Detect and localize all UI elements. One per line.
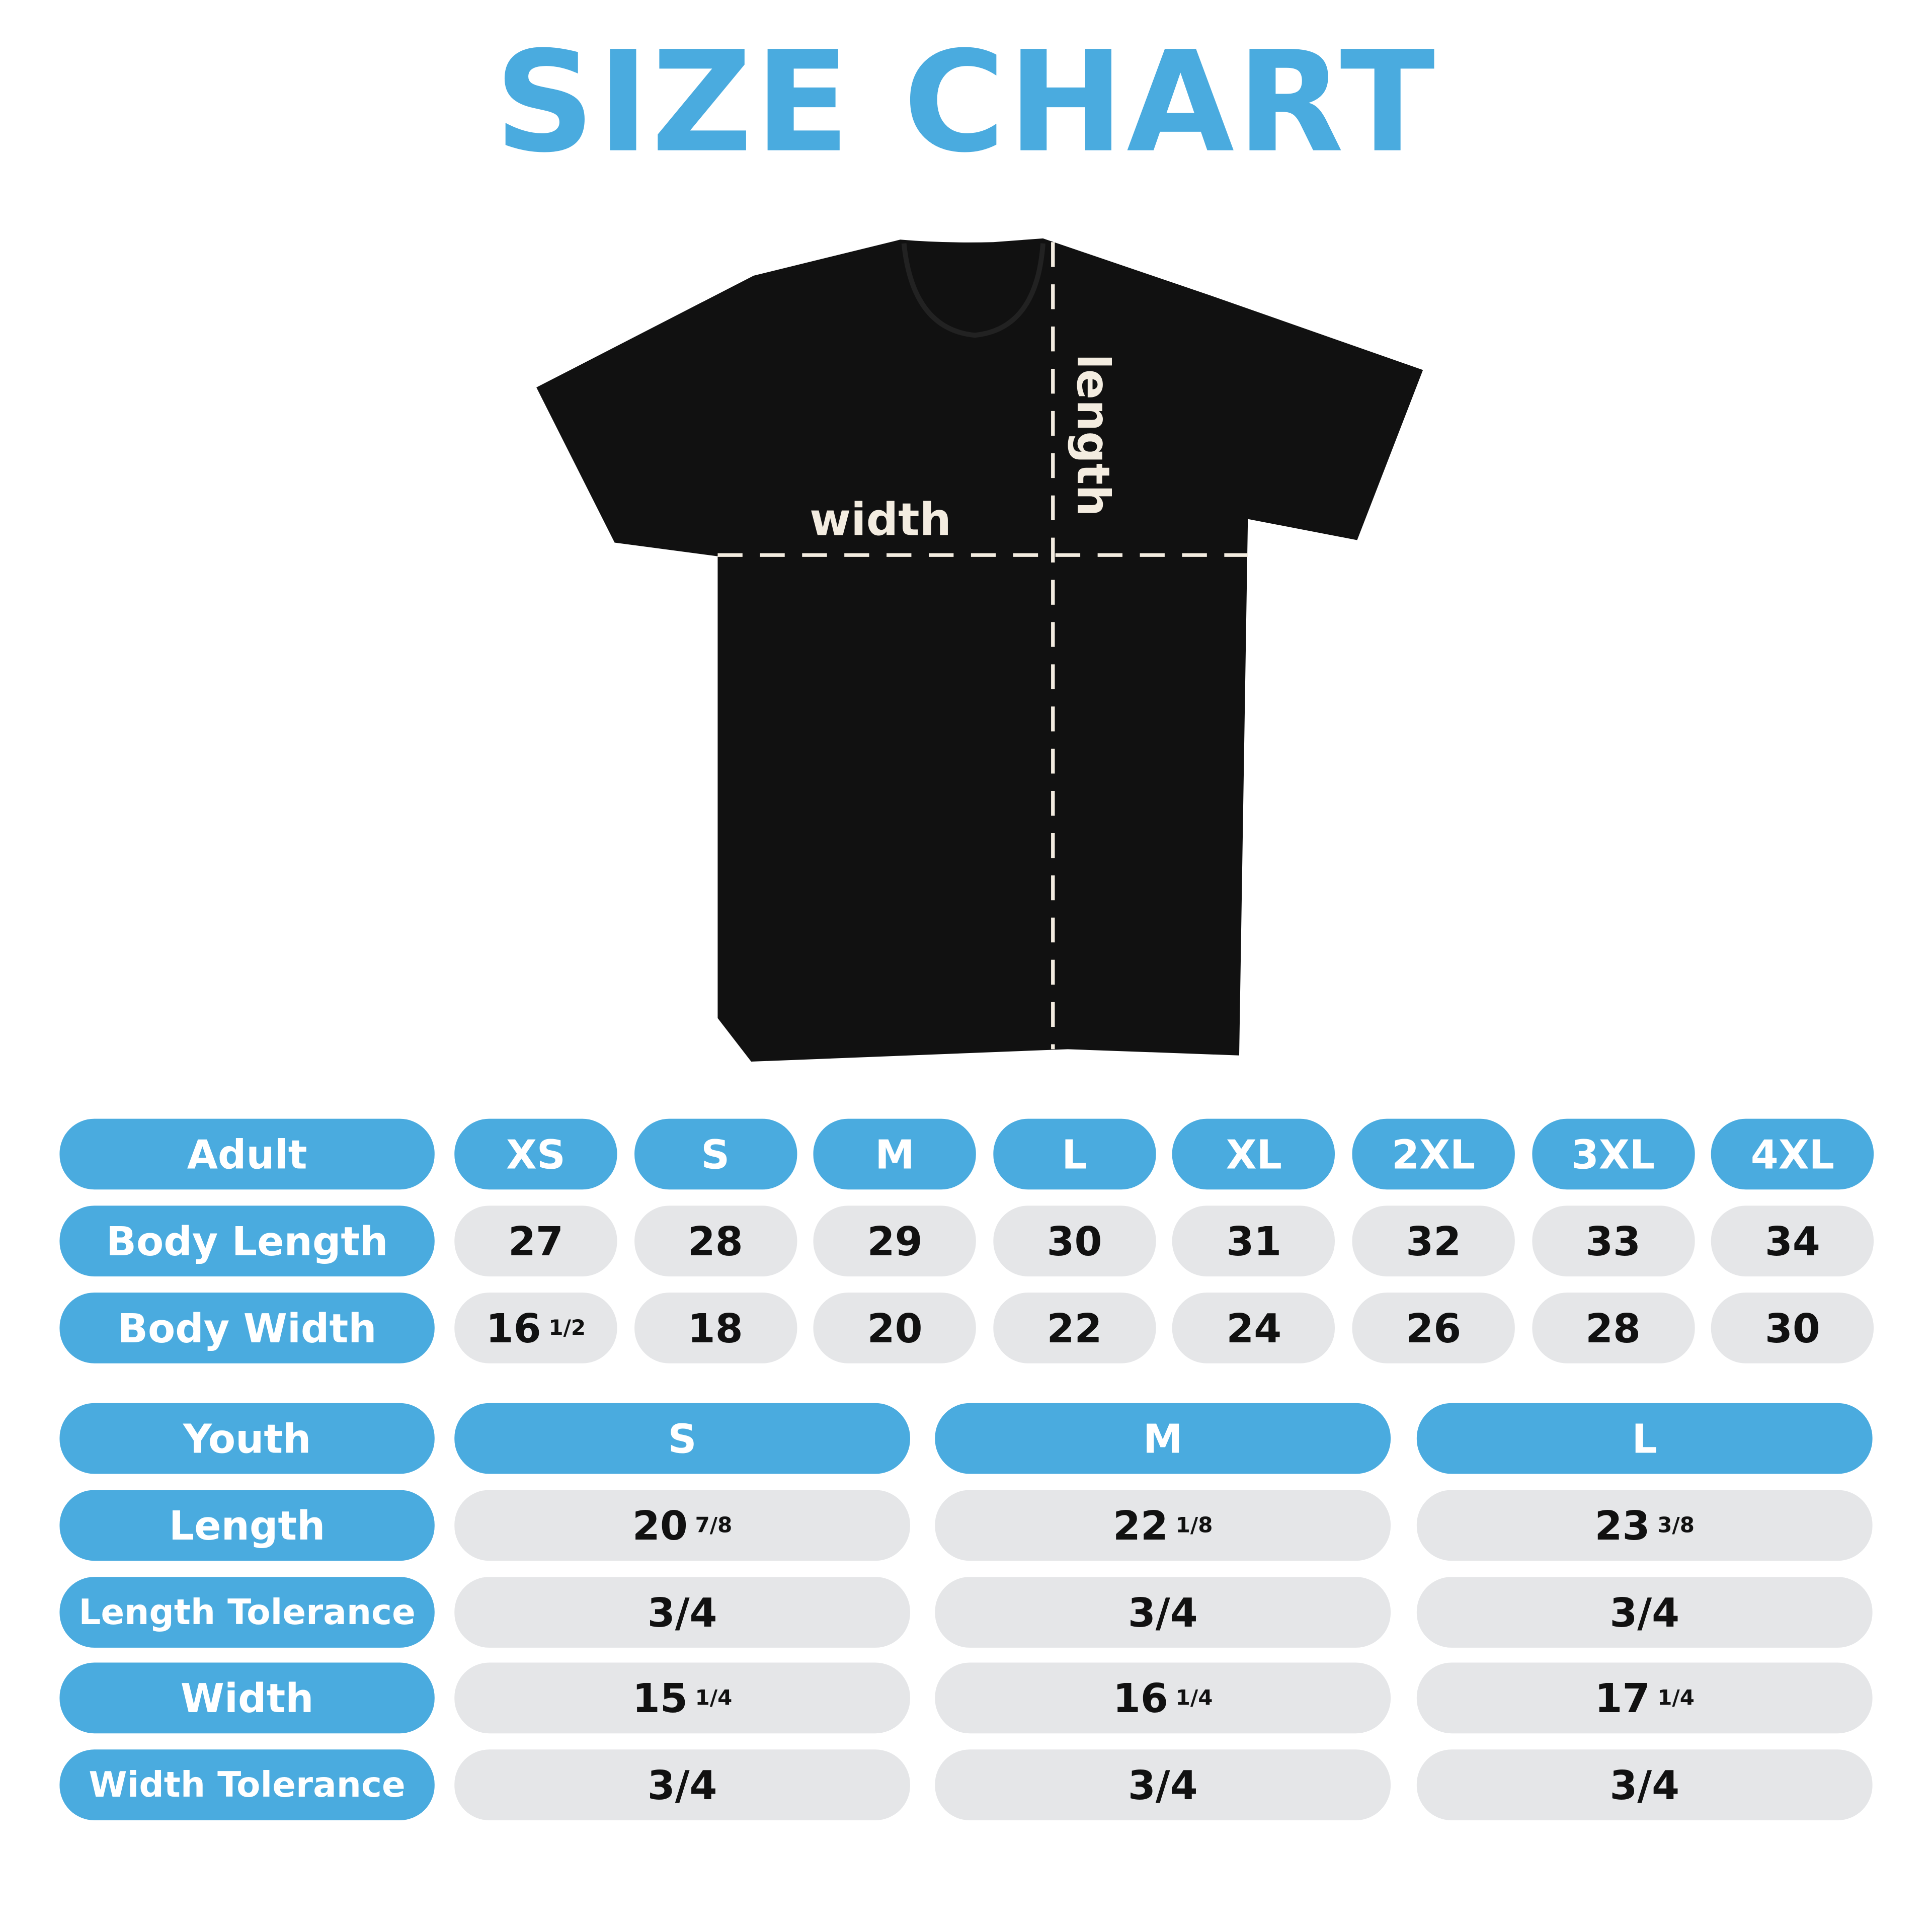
cell-value: 3/4 — [647, 1761, 717, 1809]
cell-value: 20 — [632, 1501, 688, 1549]
cell-value: 34 — [1764, 1217, 1820, 1265]
table-cell: 29 — [813, 1205, 977, 1277]
table-cell: 23 3/8 — [1416, 1490, 1873, 1561]
cell-value: 32 — [1406, 1217, 1462, 1265]
table-cell: 22 1/8 — [935, 1490, 1391, 1561]
row-label: Width Tolerance — [59, 1749, 435, 1820]
table-cell: 15 1/4 — [454, 1662, 910, 1734]
cell-value: 31 — [1226, 1217, 1282, 1265]
table-cell: 3/4 — [454, 1577, 910, 1648]
row-label: Length — [59, 1490, 435, 1561]
cell-value: 33 — [1585, 1217, 1641, 1265]
cell-value: 30 — [1046, 1217, 1102, 1265]
table-cell: 28 — [634, 1205, 797, 1277]
table-cell: 20 7/8 — [454, 1490, 910, 1561]
youth-size-header: S — [454, 1403, 910, 1474]
cell-fraction: 1/4 — [1657, 1685, 1695, 1711]
cell-value: 16 — [1112, 1674, 1168, 1722]
table-cell: 16 1/4 — [935, 1662, 1391, 1734]
adult-size-header: 2XL — [1352, 1118, 1515, 1190]
table-cell: 26 — [1352, 1293, 1515, 1363]
table-cell: 3/4 — [1416, 1749, 1873, 1820]
table-cell: 16 1/2 — [454, 1293, 617, 1363]
cell-value: 3/4 — [1609, 1588, 1680, 1636]
cell-fraction: 1/4 — [695, 1685, 733, 1711]
row-label: Length Tolerance — [59, 1577, 435, 1648]
adult-size-header: XS — [454, 1118, 617, 1190]
cell-value: 22 — [1046, 1304, 1102, 1352]
table-cell: 32 — [1352, 1205, 1515, 1277]
tshirt-shape — [536, 238, 1423, 1062]
cell-value: 15 — [632, 1674, 688, 1722]
cell-value: 30 — [1764, 1304, 1820, 1352]
cell-fraction: 1/2 — [548, 1315, 586, 1341]
table-cell: 18 — [634, 1293, 797, 1363]
cell-value: 20 — [867, 1304, 923, 1352]
table-cell: 3/4 — [935, 1577, 1391, 1648]
cell-value: 26 — [1406, 1304, 1462, 1352]
row-label: Width — [59, 1662, 435, 1734]
cell-fraction: 1/8 — [1175, 1513, 1213, 1538]
table-cell: 3/4 — [935, 1749, 1391, 1820]
cell-value: 29 — [867, 1217, 923, 1265]
row-label: Body Length — [59, 1205, 435, 1277]
page-title: SIZE CHART — [495, 22, 1437, 184]
table-cell: 3/4 — [1416, 1577, 1873, 1648]
table-cell: 34 — [1711, 1205, 1874, 1277]
adult-size-header: S — [634, 1118, 797, 1190]
cell-value: 27 — [508, 1217, 564, 1265]
cell-value: 16 — [486, 1304, 541, 1352]
length-label: length — [1067, 354, 1119, 516]
cell-value: 3/4 — [1128, 1588, 1198, 1636]
table-cell: 27 — [454, 1205, 617, 1277]
table-cell: 28 — [1532, 1293, 1695, 1363]
tshirt-collar — [901, 243, 1045, 338]
table-cell: 30 — [993, 1205, 1156, 1277]
youth-size-header: M — [935, 1403, 1391, 1474]
tshirt-diagram: width length — [536, 238, 1423, 1062]
adult-size-header: M — [813, 1118, 977, 1190]
cell-fraction: 1/4 — [1175, 1685, 1213, 1711]
adult-size-header: 3XL — [1532, 1118, 1695, 1190]
table-cell: 33 — [1532, 1205, 1695, 1277]
table-cell: 24 — [1172, 1293, 1335, 1363]
table-cell: 20 — [813, 1293, 977, 1363]
cell-fraction: 3/8 — [1657, 1513, 1695, 1538]
adult-size-header: L — [993, 1118, 1156, 1190]
cell-value: 28 — [687, 1217, 743, 1265]
cell-value: 3/4 — [647, 1588, 717, 1636]
cell-value: 22 — [1112, 1501, 1168, 1549]
cell-value: 17 — [1594, 1674, 1650, 1722]
cell-value: 3/4 — [1609, 1761, 1680, 1809]
adult-size-header: 4XL — [1711, 1118, 1874, 1190]
row-label: Body Width — [59, 1293, 435, 1363]
table-cell: 22 — [993, 1293, 1156, 1363]
adult-size-header: XL — [1172, 1118, 1335, 1190]
table-cell: 31 — [1172, 1205, 1335, 1277]
cell-value: 28 — [1585, 1304, 1641, 1352]
cell-value: 23 — [1594, 1501, 1650, 1549]
cell-value: 3/4 — [1128, 1761, 1198, 1809]
table-cell: 17 1/4 — [1416, 1662, 1873, 1734]
youth-size-header: L — [1416, 1403, 1873, 1474]
cell-value: 24 — [1226, 1304, 1282, 1352]
width-label: width — [810, 494, 951, 546]
adult-header-label: Adult — [59, 1118, 435, 1190]
youth-header-label: Youth — [59, 1403, 435, 1474]
cell-fraction: 7/8 — [695, 1513, 733, 1538]
cell-value: 18 — [687, 1304, 743, 1352]
table-cell: 30 — [1711, 1293, 1874, 1363]
table-cell: 3/4 — [454, 1749, 910, 1820]
